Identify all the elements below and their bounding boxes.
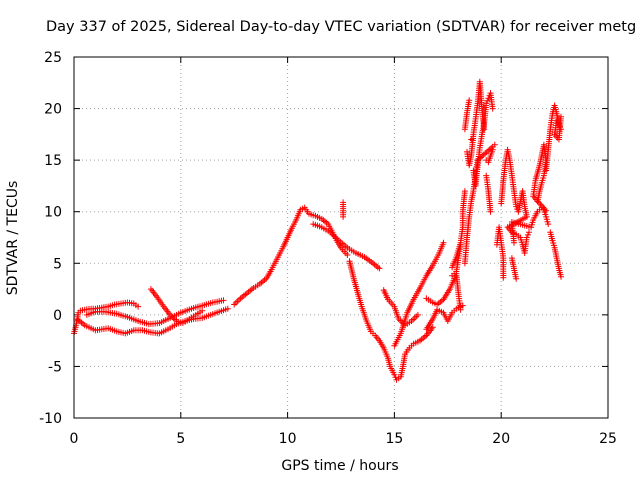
data-point bbox=[524, 231, 531, 238]
data-point bbox=[500, 274, 507, 281]
x-tick-label: 10 bbox=[279, 431, 297, 447]
data-point bbox=[199, 307, 206, 314]
data-point bbox=[220, 297, 227, 304]
data-point bbox=[391, 371, 398, 378]
x-tick-label: 15 bbox=[385, 431, 403, 447]
y-tick-label: -5 bbox=[48, 359, 62, 375]
data-point bbox=[540, 206, 547, 213]
x-axis-label: GPS time / hours bbox=[281, 458, 398, 474]
data-point bbox=[466, 97, 473, 104]
x-tick-labels: 0 5 10 15 20 25 bbox=[70, 431, 617, 447]
data-point bbox=[451, 275, 458, 282]
data-series bbox=[71, 78, 564, 383]
data-point bbox=[414, 311, 421, 318]
series-SDTVAR bbox=[71, 78, 564, 383]
data-point bbox=[526, 229, 532, 236]
data-point bbox=[224, 305, 231, 312]
y-tick-label: 5 bbox=[53, 256, 62, 272]
data-point bbox=[135, 303, 142, 310]
chart-title: Day 337 of 2025, Sidereal Day-to-day VTE… bbox=[46, 19, 636, 35]
data-point bbox=[491, 141, 498, 148]
data-point bbox=[344, 252, 351, 258]
y-tick-label: 20 bbox=[44, 102, 62, 118]
y-tick-labels: -10 -5 0 5 10 15 20 25 bbox=[39, 50, 62, 427]
data-point bbox=[558, 273, 564, 280]
data-point bbox=[513, 275, 520, 282]
data-point bbox=[487, 208, 494, 215]
data-point bbox=[489, 105, 496, 112]
data-point bbox=[429, 324, 436, 331]
y-tick-label: -10 bbox=[39, 411, 62, 427]
data-point bbox=[523, 234, 530, 241]
x-tick-label: 5 bbox=[176, 431, 185, 447]
data-point bbox=[483, 100, 490, 107]
data-point bbox=[376, 265, 383, 272]
data-point bbox=[558, 113, 564, 120]
x-tick-label: 20 bbox=[492, 431, 510, 447]
data-point bbox=[340, 213, 347, 220]
data-point bbox=[468, 136, 475, 143]
data-point bbox=[461, 188, 468, 195]
x-tick-label: 0 bbox=[70, 431, 79, 447]
x-tick-label: 25 bbox=[599, 431, 617, 447]
data-point bbox=[534, 198, 541, 205]
y-tick-label: 10 bbox=[44, 205, 62, 221]
data-point bbox=[440, 239, 447, 246]
y-axis-label: SDTVAR / TECUs bbox=[5, 181, 21, 296]
plot-frame bbox=[73, 56, 609, 419]
y-tick-label: 15 bbox=[44, 153, 62, 169]
data-point bbox=[459, 302, 466, 309]
y-tick-label: 25 bbox=[44, 50, 62, 66]
y-tick-label: 0 bbox=[53, 308, 62, 324]
